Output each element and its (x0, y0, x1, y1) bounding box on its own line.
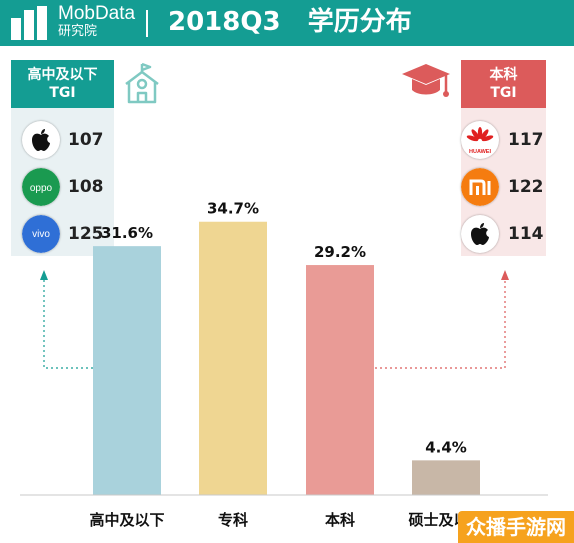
right-item-2-tgi: 122 (508, 177, 544, 197)
left-item-3-logo: vivo (22, 215, 60, 253)
left-item-3-tgi: 125 (68, 224, 104, 244)
left-item-2-logo: oppo (22, 168, 60, 206)
left-tgi-label: 高中及以下 TGI (11, 60, 114, 108)
left-connector-line (43, 278, 93, 369)
brand-subtitle: 研究院 (58, 24, 98, 39)
header-bar: MobData 研究院 2018Q3 学历分布 (0, 0, 574, 46)
bar-2 (199, 221, 267, 496)
left-connector-arrowhead (40, 270, 48, 280)
bar-value-label-2: 34.7% (207, 200, 259, 218)
mi-logo-icon (461, 168, 499, 206)
bar-value-label-4: 4.4% (425, 438, 467, 456)
page-title: 2018Q3 学历分布 (168, 7, 412, 37)
right-item-3-tgi: 114 (508, 224, 544, 244)
vivo-logo-icon: vivo (22, 215, 60, 253)
left-label-line-1: 高中及以下 (27, 67, 98, 83)
bar-4 (412, 460, 480, 495)
right-item-1-logo: HUAWEI (461, 121, 499, 159)
right-tgi-label: 本科 TGI (461, 60, 546, 108)
category-label-1: 高中及以下 (89, 511, 164, 529)
brand-name: MobData (58, 3, 136, 24)
category-label-2: 专科 (218, 511, 248, 529)
bar-value-label-1: 31.6% (101, 224, 153, 242)
bar-value-label-3: 29.2% (314, 243, 366, 261)
left-item-2-tgi: 108 (68, 177, 104, 197)
header-divider (146, 10, 148, 37)
right-item-1-tgi: 117 (508, 130, 544, 150)
apple-logo-icon (32, 129, 50, 151)
svg-text:oppo: oppo (30, 183, 53, 194)
right-label-line-2: TGI (490, 85, 517, 101)
bar-3 (306, 265, 374, 495)
right-label-line-1: 本科 (489, 67, 518, 83)
right-connector-arrowhead (501, 270, 509, 280)
right-item-3-logo (461, 215, 499, 253)
left-item-1-logo (22, 121, 60, 159)
left-label-line-2: TGI (49, 85, 76, 101)
right-item-2-logo (461, 168, 499, 206)
category-label-3: 本科 (325, 511, 355, 529)
mobdata-logo-icon (11, 6, 47, 40)
oppo-logo-icon: oppo (22, 168, 60, 206)
svg-text:HUAWEI: HUAWEI (469, 149, 491, 155)
apple-logo-icon (471, 223, 489, 245)
school-building-icon (125, 62, 159, 104)
right-connector-line (375, 278, 506, 369)
watermark: 众播手游网 (458, 511, 574, 543)
left-item-1-tgi: 107 (68, 130, 104, 150)
huawei-logo-icon: HUAWEI (466, 127, 494, 155)
bar-1 (93, 246, 161, 495)
graduation-cap-icon (402, 64, 450, 97)
svg-text:vivo: vivo (32, 229, 50, 240)
